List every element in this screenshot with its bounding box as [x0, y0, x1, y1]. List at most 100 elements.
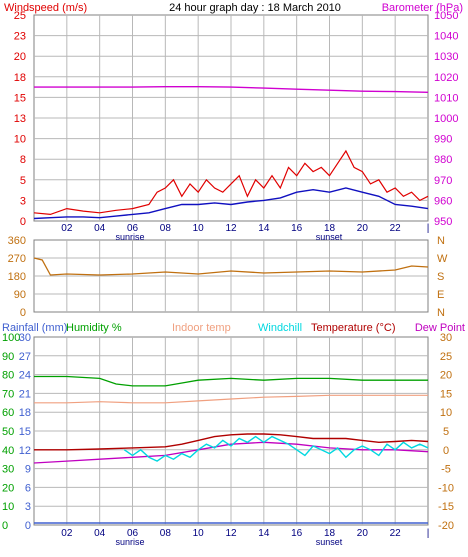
hour-tick-label: 08 [160, 528, 172, 539]
legend-windchill: Windchill [258, 322, 302, 334]
humidity-tick-label: 40 [2, 445, 14, 457]
barometer-series-line [34, 85, 429, 93]
windspeed-tick-label: 13 [14, 113, 26, 125]
graph-title: 24 hour graph day : 18 March 2010 [169, 2, 341, 14]
temperature-tick-label: -5 [441, 464, 451, 476]
temperature-tick-label: 5 [443, 426, 449, 438]
hour-tick-label: 12 [225, 528, 237, 539]
hour-tick-label: 02 [61, 223, 73, 234]
wind-panel-series [33, 85, 429, 220]
windspeed-tick-label: 0 [20, 216, 26, 228]
rainfall-tick-label: 9 [25, 464, 31, 476]
sunrise-label-top: sunrise [115, 232, 144, 242]
temp-panel-grid [34, 337, 428, 525]
hour-tick-label: 02 [61, 528, 73, 539]
windspeed-tick-label: 23 [14, 31, 26, 43]
humidity-tick-label: 10 [2, 501, 14, 513]
humidity-tick-label: 0 [2, 520, 8, 532]
humidity-series-line [34, 375, 428, 387]
hour-end-tick: | [427, 528, 430, 539]
hour-tick-label: 04 [94, 528, 106, 539]
windspeed-tick-label: 25 [14, 10, 26, 22]
hour-tick-label: 10 [193, 528, 205, 539]
hour-tick-label: 20 [357, 223, 369, 234]
temperature-tick-label: 20 [440, 370, 452, 382]
temperature-tick-label: -10 [438, 482, 454, 494]
sunset-label-bottom: sunset [316, 537, 343, 547]
legend-rainfall: Rainfall (mm) [2, 322, 67, 334]
rainfall-tick-label: 18 [19, 407, 31, 419]
hour-tick-label: 22 [390, 528, 402, 539]
hour-tick-label: 06 [127, 528, 139, 539]
direction-compass-tick: N [437, 307, 445, 319]
barometer-tick-label: 1000 [434, 113, 458, 125]
temperature-tick-label: -15 [438, 501, 454, 513]
hour-tick-label: 08 [160, 223, 172, 234]
windspeed-tick-label: 15 [14, 92, 26, 104]
direction-degree-tick: 90 [14, 289, 26, 301]
hour-tick-label: 22 [390, 223, 402, 234]
barometer-tick-label: 960 [434, 195, 452, 207]
legend-dew-point: Dew Point [415, 322, 465, 334]
legend-temperature: Temperature (°C) [311, 322, 395, 334]
humidity-tick-label: 60 [2, 407, 14, 419]
direction-compass-tick: S [437, 271, 444, 283]
windspeed-tick-label: 3 [20, 195, 26, 207]
direction-degree-tick: 180 [8, 271, 26, 283]
rainfall-tick-label: 0 [25, 520, 31, 532]
direction-panel-grid [34, 240, 428, 312]
humidity-tick-label: 30 [2, 464, 14, 476]
barometer-tick-label: 1030 [434, 51, 458, 63]
windspeed-tick-label: 18 [14, 72, 26, 84]
barometer-tick-label: 980 [434, 154, 452, 166]
humidity-tick-label: 90 [2, 351, 14, 363]
temperature-tick-label: -20 [438, 520, 454, 532]
rainfall-tick-label: 6 [25, 482, 31, 494]
windspeed-tick-label: 8 [20, 154, 26, 166]
barometer-tick-label: 970 [434, 175, 452, 187]
indoor-temp-series-line [34, 394, 428, 404]
rainfall-tick-label: 21 [19, 388, 31, 400]
humidity-tick-label: 80 [2, 370, 14, 382]
temperature-tick-label: 15 [440, 388, 452, 400]
hour-tick-label: 18 [324, 528, 336, 539]
hour-tick-label: 18 [324, 223, 336, 234]
hour-tick-label: 04 [94, 223, 106, 234]
windspeed-tick-label: 20 [14, 51, 26, 63]
humidity-tick-label: 50 [2, 426, 14, 438]
rainfall-tick-label: 3 [25, 501, 31, 513]
wind-gust-series-line [33, 149, 429, 216]
windspeed-tick-label: 5 [20, 175, 26, 187]
rainfall-tick-label: 15 [19, 426, 31, 438]
wind-panel-grid [34, 15, 428, 221]
humidity-tick-label: 100 [2, 332, 20, 344]
hour-tick-label: 14 [258, 528, 270, 539]
sunrise-label-bottom: sunrise [115, 537, 144, 547]
direction-compass-tick: E [437, 289, 444, 301]
temp-panel-ticks: 0102030405060708090100036912151821242730… [2, 332, 454, 539]
wind-direction-series-line [33, 257, 429, 276]
rainfall-tick-label: 27 [19, 351, 31, 363]
temperature-tick-label: 25 [440, 351, 452, 363]
direction-panel-series [33, 257, 429, 276]
hour-tick-label: 10 [193, 223, 205, 234]
rainfall-tick-label: 12 [19, 445, 31, 457]
windspeed-axis-label: Windspeed (m/s) [4, 2, 87, 14]
barometer-axis-label: Barometer (hPa) [382, 2, 463, 14]
direction-degree-tick: 270 [8, 253, 26, 265]
wind-average-series-line [33, 187, 429, 220]
hour-tick-label: 16 [291, 528, 303, 539]
windchill-series-line [123, 435, 429, 462]
temperature-tick-label: 10 [440, 407, 452, 419]
direction-degree-tick: 0 [20, 307, 26, 319]
hour-tick-label: 06 [127, 223, 139, 234]
barometer-tick-label: 1010 [434, 92, 458, 104]
legend-humidity: Humidity % [66, 322, 122, 334]
hour-tick-label: 14 [258, 223, 270, 234]
sunset-label-top: sunset [316, 232, 343, 242]
hour-end-tick: | [427, 223, 430, 234]
direction-compass-tick: W [437, 253, 448, 265]
barometer-tick-label: 1050 [434, 10, 458, 22]
